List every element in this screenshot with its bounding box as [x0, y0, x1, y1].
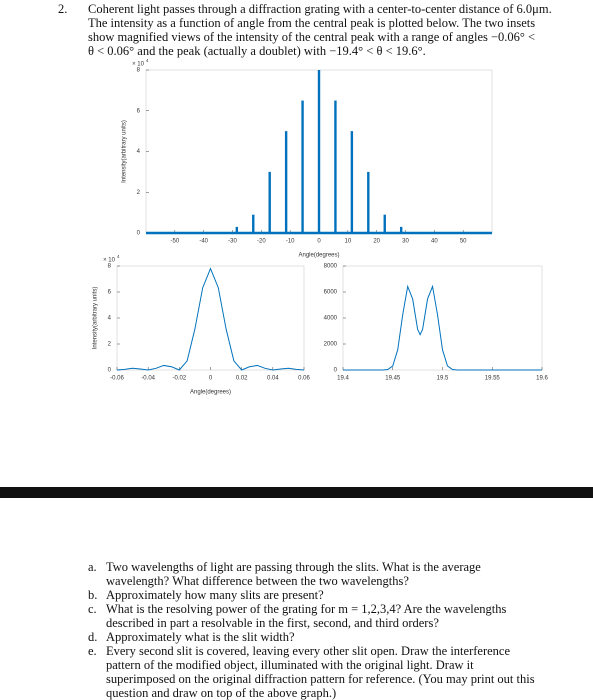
- question-label: b.: [88, 588, 98, 602]
- problem-text: show magnified views of the intensity of…: [88, 30, 536, 44]
- x-tick-label: 40: [431, 239, 438, 245]
- bar: [367, 171, 370, 233]
- data-line: [116, 267, 305, 371]
- bar: [252, 214, 255, 233]
- problem-text: Coherent light passes through a diffract…: [88, 2, 552, 16]
- bar: [268, 171, 271, 233]
- y-tick-label: 8: [108, 264, 112, 270]
- x-tick-label: 19.45: [385, 376, 401, 382]
- x-tick-label: -0.04: [141, 376, 155, 382]
- plot-area: [342, 265, 543, 371]
- question: b. Approximately how many slits are prese…: [88, 588, 538, 602]
- question-label: d.: [88, 630, 98, 644]
- y-axis-label: Intensity(arbitrary units): [93, 287, 99, 350]
- bar: [301, 100, 304, 233]
- x-tick-label: -0.02: [172, 376, 186, 382]
- problem-text: θ < 0.06° and the peak (actually a doubl…: [88, 44, 426, 58]
- x-tick-label: 20: [373, 239, 380, 245]
- x-tick-label: 0: [209, 376, 213, 382]
- x-tick-label: 30: [402, 239, 409, 245]
- question: d. Approximately what is the slit width?: [88, 630, 538, 644]
- x-tick-label: 10: [344, 239, 351, 245]
- x-tick-label: 0.02: [236, 376, 248, 382]
- y-multiplier-exponent: 4: [146, 58, 149, 63]
- y-multiplier-exponent: 4: [117, 254, 120, 259]
- question-label: a.: [88, 560, 97, 574]
- y-tick-label: 2000: [324, 342, 338, 348]
- x-tick-label: 0.06: [298, 376, 310, 382]
- question-list: a. Two wavelengths of light are passing t…: [88, 560, 538, 700]
- bar: [350, 131, 354, 233]
- bar: [235, 226, 239, 233]
- y-tick-label: 0: [108, 368, 112, 374]
- x-tick-label: -50: [170, 239, 179, 245]
- y-tick-label: 6: [137, 108, 141, 114]
- y-tick-label: 8000: [324, 264, 338, 270]
- bar: [383, 214, 386, 233]
- y-tick-label: 0: [137, 231, 141, 237]
- question-text: Approximately what is the slit width?: [106, 630, 295, 644]
- question: e. Every second slit is covered, leaving …: [88, 644, 538, 700]
- problem-number: 2.: [58, 2, 68, 16]
- y-tick-label: 2: [108, 342, 112, 348]
- x-tick-label: -0.06: [110, 376, 124, 382]
- bar: [284, 131, 288, 233]
- divider-band: [0, 487, 593, 498]
- x-tick-label: -30: [228, 239, 237, 245]
- question-text: Every second slit is covered, leaving ev…: [106, 644, 535, 700]
- x-tick-label: 0: [317, 239, 321, 245]
- question: a. Two wavelengths of light are passing t…: [88, 560, 538, 588]
- data-line: [343, 284, 542, 371]
- y-tick-label: 2: [137, 190, 141, 196]
- y-tick-label: 4: [108, 316, 112, 322]
- x-tick-label: -10: [286, 239, 295, 245]
- y-tick-label: 8: [137, 68, 141, 74]
- x-tick-label: 19.4: [337, 376, 349, 382]
- y-tick-label: 4000: [324, 316, 338, 322]
- plot-area: [116, 265, 305, 371]
- question-text: Two wavelengths of light are passing thr…: [106, 560, 481, 588]
- x-tick-label: 50: [460, 239, 467, 245]
- problem-text: The intensity as a function of angle fro…: [88, 16, 536, 30]
- x-tick-label: 19.5: [437, 376, 449, 382]
- y-tick-label: 4: [137, 149, 141, 155]
- bar: [399, 226, 403, 233]
- question-text: What is the resolving power of the grati…: [106, 602, 507, 630]
- bar: [334, 100, 337, 233]
- x-axis-label: Angle(degrees): [190, 390, 231, 396]
- question-label: c.: [88, 602, 97, 616]
- question: c. What is the resolving power of the gra…: [88, 602, 538, 630]
- bar: [317, 70, 321, 233]
- x-tick-label: -40: [199, 239, 208, 245]
- y-multiplier: × 10: [103, 258, 116, 264]
- question-label: e.: [88, 644, 97, 658]
- question-text: Approximately how many slits are present…: [106, 588, 324, 602]
- y-tick-label: 6: [108, 290, 112, 296]
- y-multiplier: × 10: [132, 62, 145, 68]
- x-tick-label: 19.6: [536, 376, 548, 382]
- y-tick-label: 6000: [324, 290, 338, 296]
- x-tick-label: 19.55: [485, 376, 501, 382]
- x-tick-label: -20: [257, 239, 266, 245]
- x-axis-label: Angle(degrees): [298, 253, 339, 259]
- y-tick-label: 0: [334, 368, 338, 374]
- x-tick-label: 0.04: [267, 376, 279, 382]
- y-axis-label: Intensity(arbitrary units): [122, 120, 128, 183]
